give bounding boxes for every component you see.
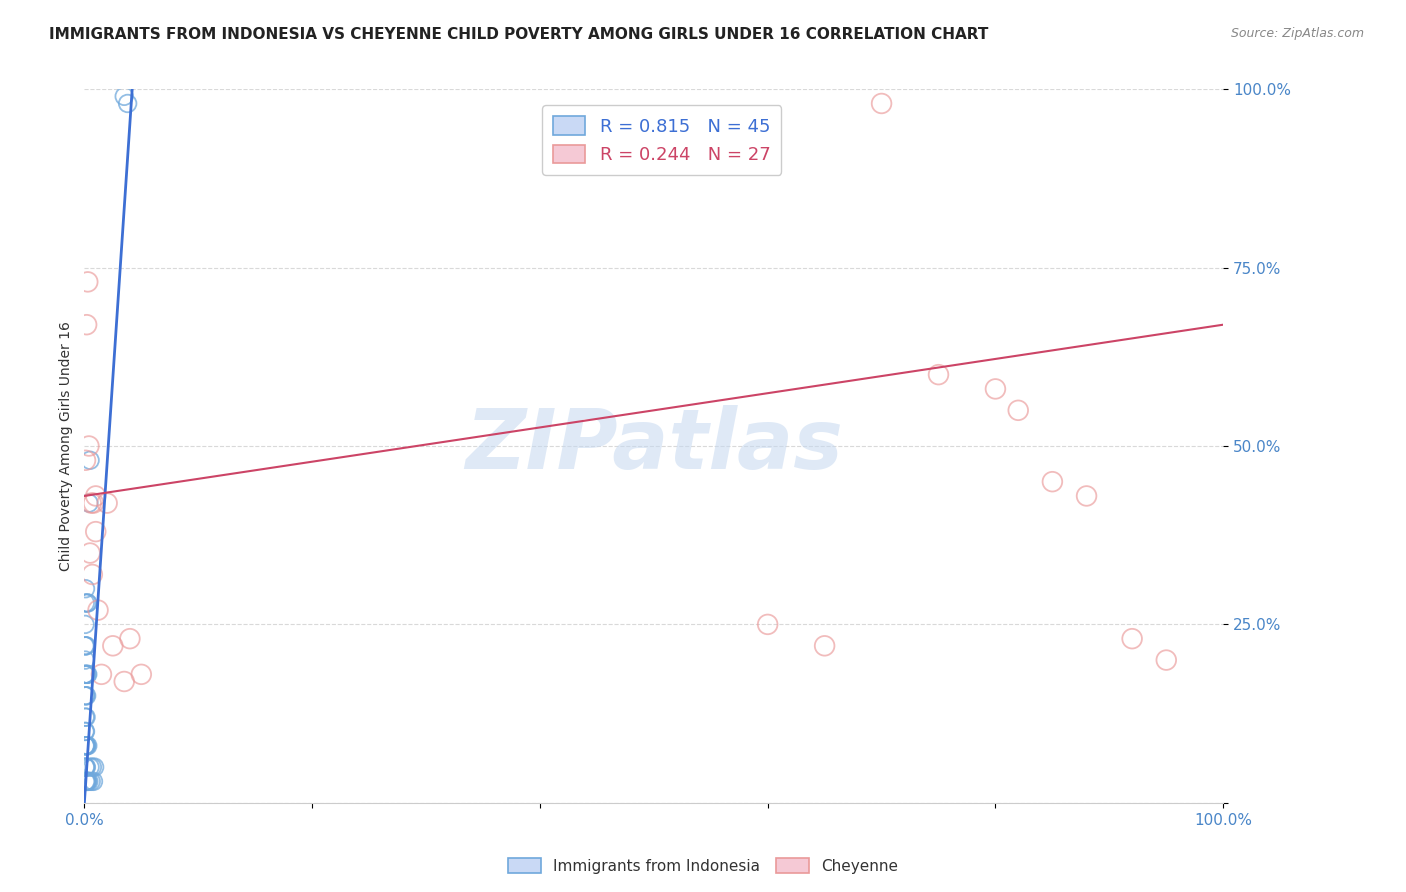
Point xyxy=(75,639,97,653)
Point xyxy=(984,382,1007,396)
Point xyxy=(112,89,135,103)
Point xyxy=(75,653,97,667)
Point xyxy=(75,724,97,739)
Point xyxy=(1007,403,1029,417)
Point xyxy=(75,739,97,753)
Point xyxy=(76,275,98,289)
Point xyxy=(75,453,97,467)
Point xyxy=(75,760,97,774)
Point xyxy=(75,739,97,753)
Point xyxy=(76,667,98,681)
Point xyxy=(75,582,97,596)
Point xyxy=(84,489,107,503)
Point xyxy=(1121,632,1143,646)
Point xyxy=(90,667,112,681)
Point xyxy=(928,368,950,382)
Point xyxy=(1042,475,1064,489)
Point xyxy=(73,724,96,739)
Point xyxy=(76,596,98,610)
Y-axis label: Child Poverty Among Girls Under 16: Child Poverty Among Girls Under 16 xyxy=(59,321,73,571)
Point xyxy=(76,318,98,332)
Point xyxy=(73,639,96,653)
Point xyxy=(75,639,97,653)
Point xyxy=(75,667,97,681)
Point xyxy=(117,96,139,111)
Text: IMMIGRANTS FROM INDONESIA VS CHEYENNE CHILD POVERTY AMONG GIRLS UNDER 16 CORRELA: IMMIGRANTS FROM INDONESIA VS CHEYENNE CH… xyxy=(49,27,988,42)
Point xyxy=(75,774,97,789)
Point xyxy=(79,546,101,560)
Point xyxy=(75,596,97,610)
Point xyxy=(76,739,98,753)
Point xyxy=(75,667,97,681)
Point xyxy=(77,439,100,453)
Point xyxy=(75,739,97,753)
Point xyxy=(73,667,96,681)
Point xyxy=(75,760,97,774)
Point xyxy=(82,496,104,510)
Point xyxy=(82,760,104,774)
Point xyxy=(76,596,98,610)
Point xyxy=(76,739,98,753)
Point xyxy=(87,603,110,617)
Point xyxy=(870,96,893,111)
Point xyxy=(75,774,97,789)
Point xyxy=(80,774,103,789)
Point xyxy=(75,689,97,703)
Point xyxy=(112,674,135,689)
Point xyxy=(76,774,98,789)
Point xyxy=(82,567,104,582)
Point xyxy=(101,639,124,653)
Point xyxy=(1076,489,1098,503)
Point xyxy=(79,760,101,774)
Point xyxy=(118,632,141,646)
Text: Source: ZipAtlas.com: Source: ZipAtlas.com xyxy=(1230,27,1364,40)
Point xyxy=(80,496,103,510)
Point xyxy=(77,774,100,789)
Point xyxy=(756,617,779,632)
Point xyxy=(1156,653,1178,667)
Point xyxy=(83,760,105,774)
Point xyxy=(82,774,104,789)
Point xyxy=(76,774,98,789)
Point xyxy=(75,710,97,724)
Point xyxy=(75,710,97,724)
Point xyxy=(76,689,98,703)
Point xyxy=(79,453,101,467)
Legend: R = 0.815   N = 45, R = 0.244   N = 27: R = 0.815 N = 45, R = 0.244 N = 27 xyxy=(543,105,782,175)
Point xyxy=(75,760,97,774)
Point xyxy=(814,639,837,653)
Point xyxy=(76,774,98,789)
Point xyxy=(73,617,96,632)
Point xyxy=(76,667,98,681)
Legend: Immigrants from Indonesia, Cheyenne: Immigrants from Indonesia, Cheyenne xyxy=(502,852,904,880)
Point xyxy=(73,689,96,703)
Point xyxy=(131,667,153,681)
Point xyxy=(96,496,118,510)
Text: ZIPatlas: ZIPatlas xyxy=(465,406,842,486)
Point xyxy=(84,524,107,539)
Point xyxy=(73,739,96,753)
Point xyxy=(77,496,100,510)
